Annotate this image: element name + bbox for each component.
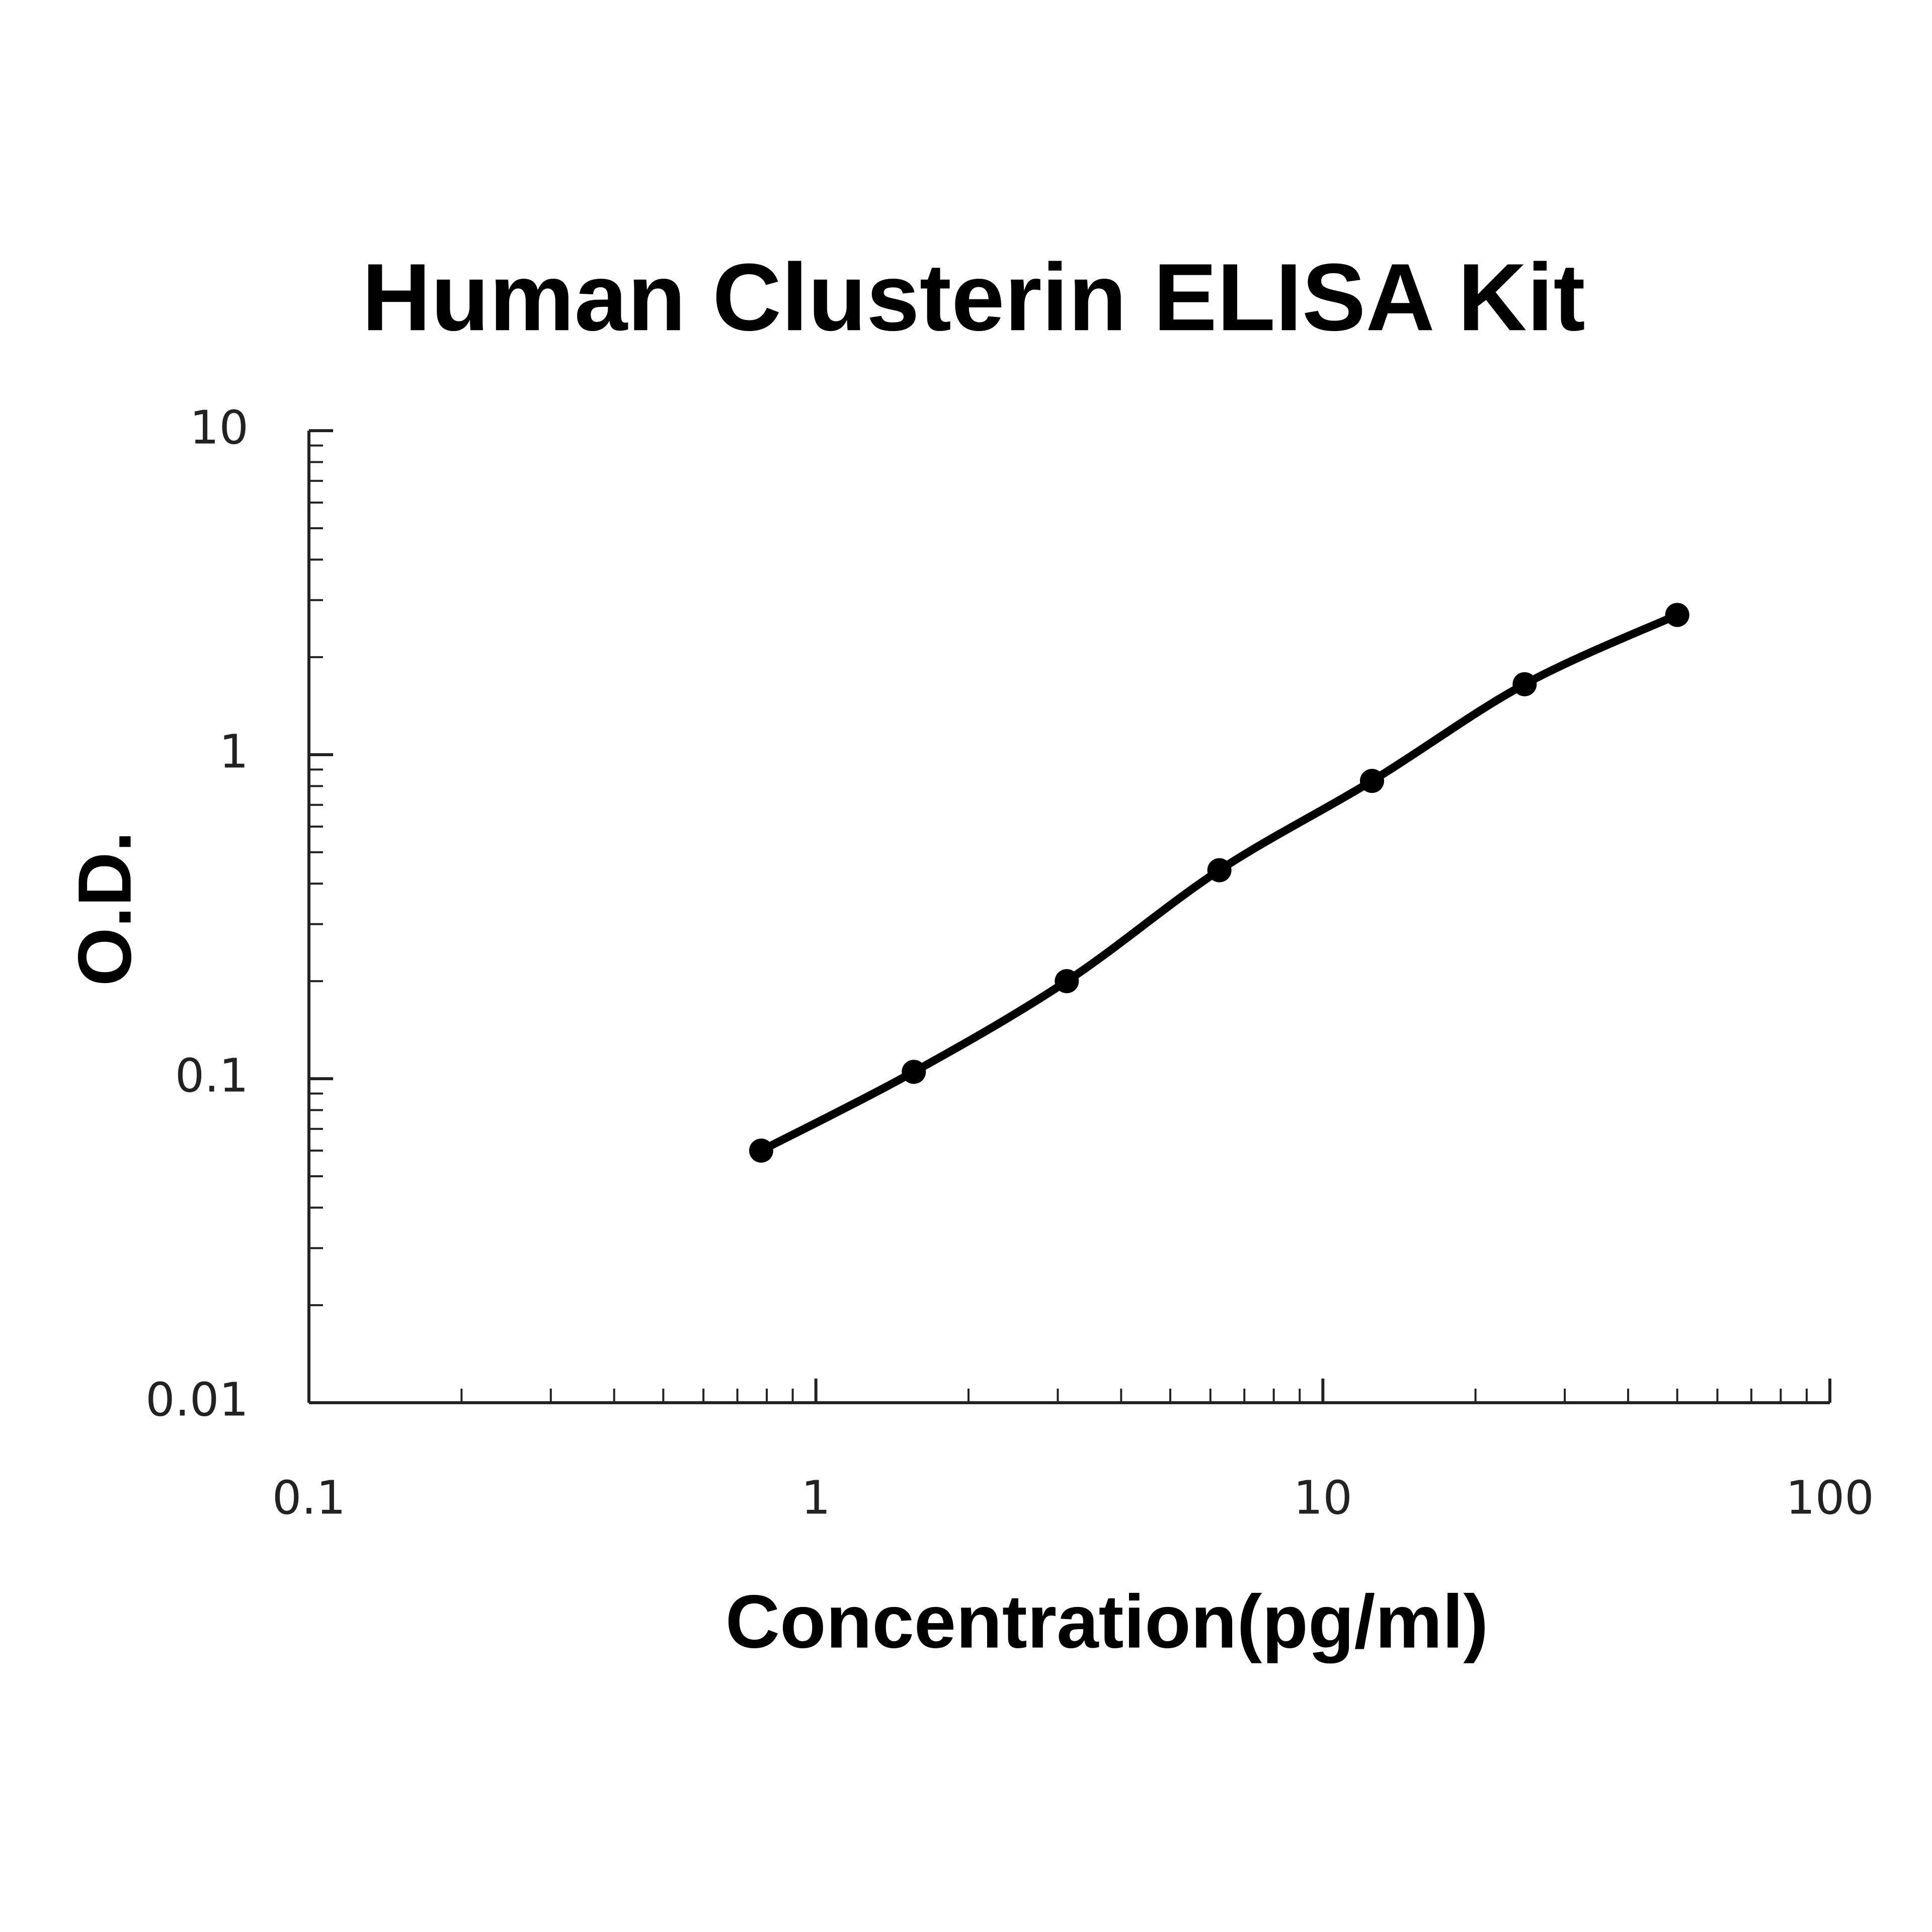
- x-tick-label: 0.1: [272, 1471, 346, 1524]
- y-tick-label: 0.01: [145, 1373, 249, 1426]
- data-point: [1359, 769, 1384, 793]
- x-tick-label: 1: [801, 1471, 831, 1524]
- y-tick-label: 10: [190, 400, 249, 454]
- y-tick-label: 1: [219, 725, 249, 778]
- y-tick-label: 0.1: [175, 1049, 249, 1102]
- data-point: [749, 1138, 773, 1163]
- data-point: [1207, 858, 1232, 882]
- y-axis-label: O.D.: [62, 831, 147, 986]
- x-tick-label: 10: [1294, 1471, 1352, 1524]
- curve: [757, 611, 1681, 1155]
- x-axis-label: Concentration(pg/ml): [726, 1579, 1489, 1664]
- data-point: [1512, 672, 1537, 696]
- chart-title: Human Clusterin ELISA Kit: [362, 244, 1585, 351]
- data-point: [902, 1060, 926, 1084]
- data-point: [1055, 969, 1079, 994]
- data-point: [1665, 603, 1689, 627]
- x-tick-label: 100: [1786, 1471, 1874, 1524]
